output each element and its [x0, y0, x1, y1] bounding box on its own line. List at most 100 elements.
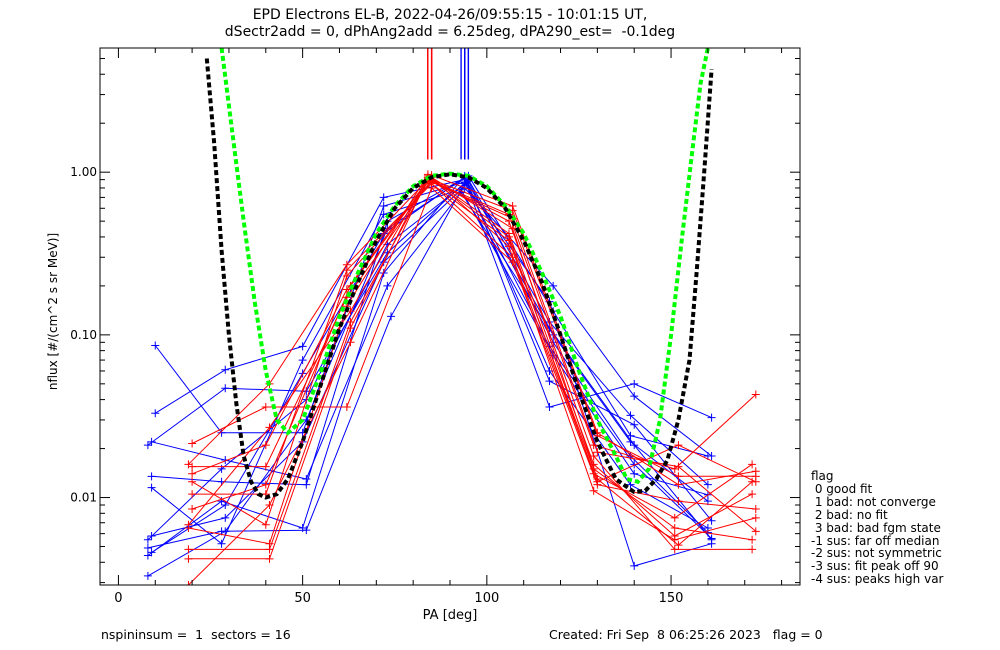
series-line-red-18	[188, 177, 753, 585]
data-point-red	[670, 523, 679, 532]
data-point-red	[261, 462, 270, 471]
series-line-red-16	[188, 180, 753, 550]
data-point-red	[342, 403, 351, 412]
footer-left: nspininsum = 1 sectors = 16	[101, 627, 291, 642]
series-line-red-12	[188, 173, 756, 545]
series-line-blue-3	[151, 175, 709, 486]
data-point-red	[674, 541, 683, 550]
data-point-blue	[630, 379, 639, 388]
data-layer	[143, 48, 760, 585]
series-line-red-21	[192, 178, 756, 477]
data-point-red	[261, 480, 270, 489]
legend-item: -2 sus: not symmetric	[811, 546, 942, 561]
legend-item: 0 good fit	[811, 481, 873, 496]
x-tick-label: 100	[474, 591, 499, 606]
series-line-red-17	[191, 187, 756, 510]
data-point-red	[184, 554, 193, 563]
data-point-blue	[217, 539, 226, 548]
data-point-blue	[630, 392, 639, 401]
data-point-red	[188, 490, 197, 499]
data-point-red	[751, 390, 760, 399]
series-line-red-22	[188, 176, 753, 526]
data-point-red	[589, 469, 598, 478]
data-point-red	[593, 448, 602, 457]
data-point-blue	[545, 403, 554, 412]
data-point-red	[188, 462, 197, 471]
data-point-blue	[151, 409, 160, 418]
series-line-blue-0	[151, 176, 712, 553]
data-point-blue	[221, 365, 230, 374]
data-point-blue	[147, 437, 156, 446]
data-point-red	[589, 486, 598, 495]
data-point-blue	[143, 441, 152, 450]
data-point-red	[508, 253, 517, 262]
data-point-blue	[143, 535, 152, 544]
data-point-red	[261, 520, 270, 529]
data-point-blue	[302, 475, 311, 484]
data-point-blue	[302, 526, 311, 535]
chart-title-line2: dSectr2add = 0, dPhAng2add = 6.25deg, dP…	[224, 24, 676, 40]
footer-right: Created: Fri Sep 8 06:25:26 2023 flag = …	[549, 627, 823, 642]
legend-item: -1 sus: far off median	[811, 533, 940, 548]
data-point-red	[184, 581, 193, 585]
series-line-blue-9	[154, 181, 712, 539]
series-line-red-14	[188, 179, 757, 470]
series-line-blue-4	[147, 182, 712, 567]
legend: flag 0 good fit 1 bad: not converge 2 ba…	[811, 470, 943, 586]
data-point-red	[184, 545, 193, 554]
data-point-red	[589, 460, 598, 469]
data-point-red	[188, 469, 197, 478]
data-point-red	[346, 324, 355, 333]
series-line-red-13	[191, 176, 753, 546]
x-tick-label: 150	[659, 591, 684, 606]
data-point-red	[504, 232, 513, 241]
data-point-blue	[147, 532, 156, 541]
data-point-blue	[143, 571, 152, 580]
data-point-red	[188, 439, 197, 448]
series-line-blue-8	[147, 178, 709, 486]
data-point-blue	[545, 377, 554, 386]
series-line-blue-6	[147, 177, 709, 577]
series-line-red-15	[191, 174, 756, 486]
data-point-red	[265, 554, 274, 563]
data-point-red	[593, 477, 602, 486]
data-point-blue	[147, 483, 156, 492]
data-point-blue	[298, 523, 307, 532]
data-point-blue	[221, 384, 230, 393]
data-point-red	[188, 505, 197, 514]
chart-marks	[143, 48, 760, 585]
data-point-blue	[626, 411, 635, 420]
legend-item: 3 bad: bad fgm state	[811, 520, 941, 535]
chart-axes: 0 50 100 150 0.01 0.10 1.00 PA [deg] nflux [#/(c…	[46, 48, 800, 623]
x-tick-label: 50	[294, 591, 311, 606]
data-point-blue	[626, 437, 635, 446]
data-point-blue	[221, 527, 230, 536]
data-point-blue	[630, 420, 639, 429]
data-point-blue	[298, 342, 307, 351]
data-point-red	[670, 513, 679, 522]
data-point-blue	[707, 413, 716, 422]
data-point-red	[674, 462, 683, 471]
data-point-blue	[379, 201, 388, 210]
fit-curve-green	[219, 48, 710, 485]
data-point-red	[342, 285, 351, 294]
fit-curve-black	[204, 58, 714, 500]
data-point-blue	[383, 281, 392, 290]
data-point-red	[670, 532, 679, 541]
series-line-red-20	[188, 175, 753, 560]
data-point-red	[265, 545, 274, 554]
data-point-blue	[549, 281, 558, 290]
data-point-blue	[630, 469, 639, 478]
data-point-blue	[147, 472, 156, 481]
data-point-red	[184, 520, 193, 529]
legend-item: -3 sus: fit peak off 90	[811, 559, 939, 574]
y-tick-label: 0.10	[70, 328, 97, 342]
data-point-red	[346, 338, 355, 347]
data-point-red	[748, 490, 757, 499]
chart-title-line1: EPD Electrons EL-B, 2022-04-26/09:55:15 …	[252, 7, 648, 23]
data-point-blue	[707, 534, 716, 543]
data-point-blue	[143, 551, 152, 560]
x-tick-label: 0	[114, 591, 122, 606]
data-point-blue	[151, 341, 160, 350]
